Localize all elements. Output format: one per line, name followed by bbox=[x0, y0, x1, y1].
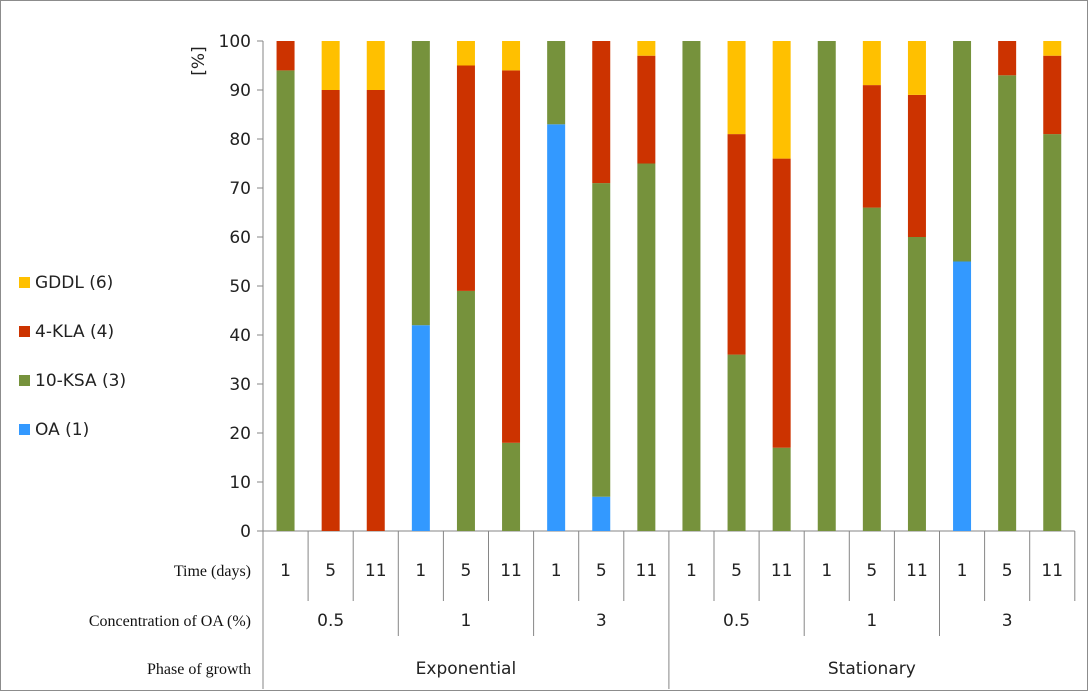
table-cell-label: 3 bbox=[596, 611, 607, 631]
legend-swatch bbox=[19, 424, 30, 435]
legend-swatch bbox=[19, 277, 30, 288]
table-row-label: Time (days) bbox=[174, 563, 251, 580]
bar-segment bbox=[1043, 55, 1062, 135]
bar-segment bbox=[366, 90, 385, 531]
bar-segment bbox=[276, 41, 295, 71]
table-cell-label: 1 bbox=[866, 611, 877, 631]
bar-segment bbox=[907, 94, 926, 238]
table-cell-label: 5 bbox=[1002, 561, 1013, 581]
legend-label: GDDL (6) bbox=[35, 273, 113, 293]
bar-segment bbox=[411, 325, 430, 531]
y-tick-label: 80 bbox=[229, 130, 251, 150]
bar-segment bbox=[907, 41, 926, 95]
table-cell-label: 11 bbox=[906, 561, 928, 581]
category-table: Time (days) 1 5 11 1 5 11 1 5 11 1 5 11 1 5 11 1 5 11Conce… bbox=[89, 531, 1076, 689]
bar-segment bbox=[727, 134, 746, 355]
bar-segment bbox=[682, 41, 701, 531]
table-cell-label: 5 bbox=[325, 561, 336, 581]
table-cell-label: 0.5 bbox=[317, 611, 344, 631]
axis-layer: 0 10 20 30 40 50 60 70 80 90 100 [%] bbox=[189, 32, 1075, 542]
bar-segment bbox=[907, 237, 926, 531]
bar-segment bbox=[953, 261, 972, 531]
bars-layer bbox=[276, 41, 1062, 532]
table-cell-label: 11 bbox=[636, 561, 658, 581]
bar-segment bbox=[456, 290, 475, 531]
bar-segment bbox=[411, 41, 430, 326]
y-tick-label: 100 bbox=[219, 32, 251, 52]
y-tick-label: 0 bbox=[240, 522, 251, 542]
table-cell-label: 1 bbox=[821, 561, 832, 581]
bar-segment bbox=[547, 41, 566, 125]
legend-swatch bbox=[19, 326, 30, 337]
bar-segment bbox=[998, 75, 1017, 532]
bar-segment bbox=[321, 90, 340, 531]
table-cell-label: 1 bbox=[415, 561, 426, 581]
y-tick-label: 40 bbox=[229, 326, 251, 346]
table-cell-label: Stationary bbox=[828, 659, 916, 679]
bar-segment bbox=[998, 41, 1017, 76]
legend-layer: GDDL (6) 4-KLA (4) 10-KSA (3) OA (1) bbox=[19, 273, 126, 440]
y-tick-label: 10 bbox=[229, 473, 251, 493]
bar-segment bbox=[321, 41, 340, 90]
y-tick-label: 60 bbox=[229, 228, 251, 248]
y-axis-title: [%] bbox=[189, 46, 209, 75]
table-cell-label: 5 bbox=[731, 561, 742, 581]
bar-segment bbox=[727, 41, 746, 135]
bar-segment bbox=[502, 41, 521, 71]
bar-segment bbox=[817, 41, 836, 531]
bar-segment bbox=[456, 41, 475, 66]
bar-segment bbox=[592, 496, 611, 531]
table-cell-label: 1 bbox=[461, 611, 472, 631]
bar-segment bbox=[456, 65, 475, 291]
y-tick-label: 70 bbox=[229, 179, 251, 199]
y-tick-label: 90 bbox=[229, 81, 251, 101]
bar-segment bbox=[953, 41, 972, 262]
bar-segment bbox=[637, 163, 656, 531]
table-cell-label: 11 bbox=[1041, 561, 1063, 581]
bar-segment bbox=[547, 124, 566, 532]
bar-segment bbox=[637, 41, 656, 56]
table-cell-label: 0.5 bbox=[723, 611, 750, 631]
table-cell-label: 1 bbox=[957, 561, 968, 581]
bar-segment bbox=[862, 41, 881, 86]
bar-segment bbox=[772, 41, 791, 159]
bar-segment bbox=[276, 70, 295, 532]
bar-segment bbox=[862, 85, 881, 208]
table-cell-label: 1 bbox=[551, 561, 562, 581]
bar-segment bbox=[727, 354, 746, 531]
bar-segment bbox=[592, 183, 611, 497]
bar-segment bbox=[862, 207, 881, 531]
legend-label: 4-KLA (4) bbox=[35, 322, 114, 342]
y-tick-label: 50 bbox=[229, 277, 251, 297]
table-cell-label: 5 bbox=[596, 561, 607, 581]
y-tick-label: 30 bbox=[229, 375, 251, 395]
bar-segment bbox=[592, 41, 611, 184]
bar-segment bbox=[637, 55, 656, 164]
bar-segment bbox=[1043, 134, 1062, 531]
table-cell-label: Exponential bbox=[416, 659, 517, 679]
table-row-label: Phase of growth bbox=[147, 661, 251, 678]
bar-segment bbox=[772, 447, 791, 531]
table-cell-label: 3 bbox=[1002, 611, 1013, 631]
table-row-label: Concentration of OA (%) bbox=[89, 613, 251, 630]
table-cell-label: 11 bbox=[771, 561, 793, 581]
bar-segment bbox=[502, 70, 521, 443]
bar-segment bbox=[366, 41, 385, 90]
table-cell-label: 11 bbox=[365, 561, 387, 581]
y-tick-label: 20 bbox=[229, 424, 251, 444]
legend-swatch bbox=[19, 375, 30, 386]
table-cell-label: 1 bbox=[686, 561, 697, 581]
legend-label: 10-KSA (3) bbox=[35, 371, 126, 391]
table-cell-label: 1 bbox=[280, 561, 291, 581]
bar-segment bbox=[502, 442, 521, 531]
legend-label: OA (1) bbox=[35, 420, 89, 440]
table-cell-label: 5 bbox=[461, 561, 472, 581]
table-cell-label: 5 bbox=[866, 561, 877, 581]
bar-segment bbox=[772, 158, 791, 448]
bar-segment bbox=[1043, 41, 1062, 56]
table-cell-label: 11 bbox=[500, 561, 522, 581]
